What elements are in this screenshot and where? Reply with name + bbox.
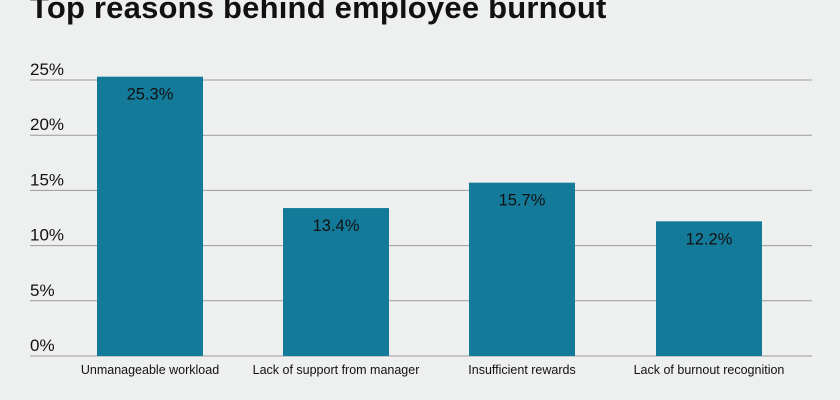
x-tick-label: Lack of support from manager (253, 363, 420, 377)
bar (656, 221, 762, 356)
y-tick-label: 0% (30, 336, 55, 355)
y-tick-label: 20% (30, 115, 64, 134)
x-tick-label: Unmanageable workload (81, 363, 219, 377)
bar (283, 208, 389, 356)
x-tick-label: Insufficient rewards (468, 363, 575, 377)
data-label: 12.2% (686, 230, 733, 248)
bar (469, 182, 575, 356)
y-tick-label: 10% (30, 226, 64, 245)
y-tick-label: 25% (30, 60, 64, 79)
data-label: 13.4% (313, 217, 360, 235)
bar (97, 76, 203, 357)
chart-title: Top reasons behind employee burnout (30, 0, 607, 25)
y-tick-label: 15% (30, 170, 64, 189)
y-tick-label: 5% (30, 281, 55, 300)
x-tick-label: Lack of burnout recognition (634, 363, 785, 377)
data-label: 25.3% (127, 86, 174, 104)
data-label: 15.7% (499, 192, 546, 210)
